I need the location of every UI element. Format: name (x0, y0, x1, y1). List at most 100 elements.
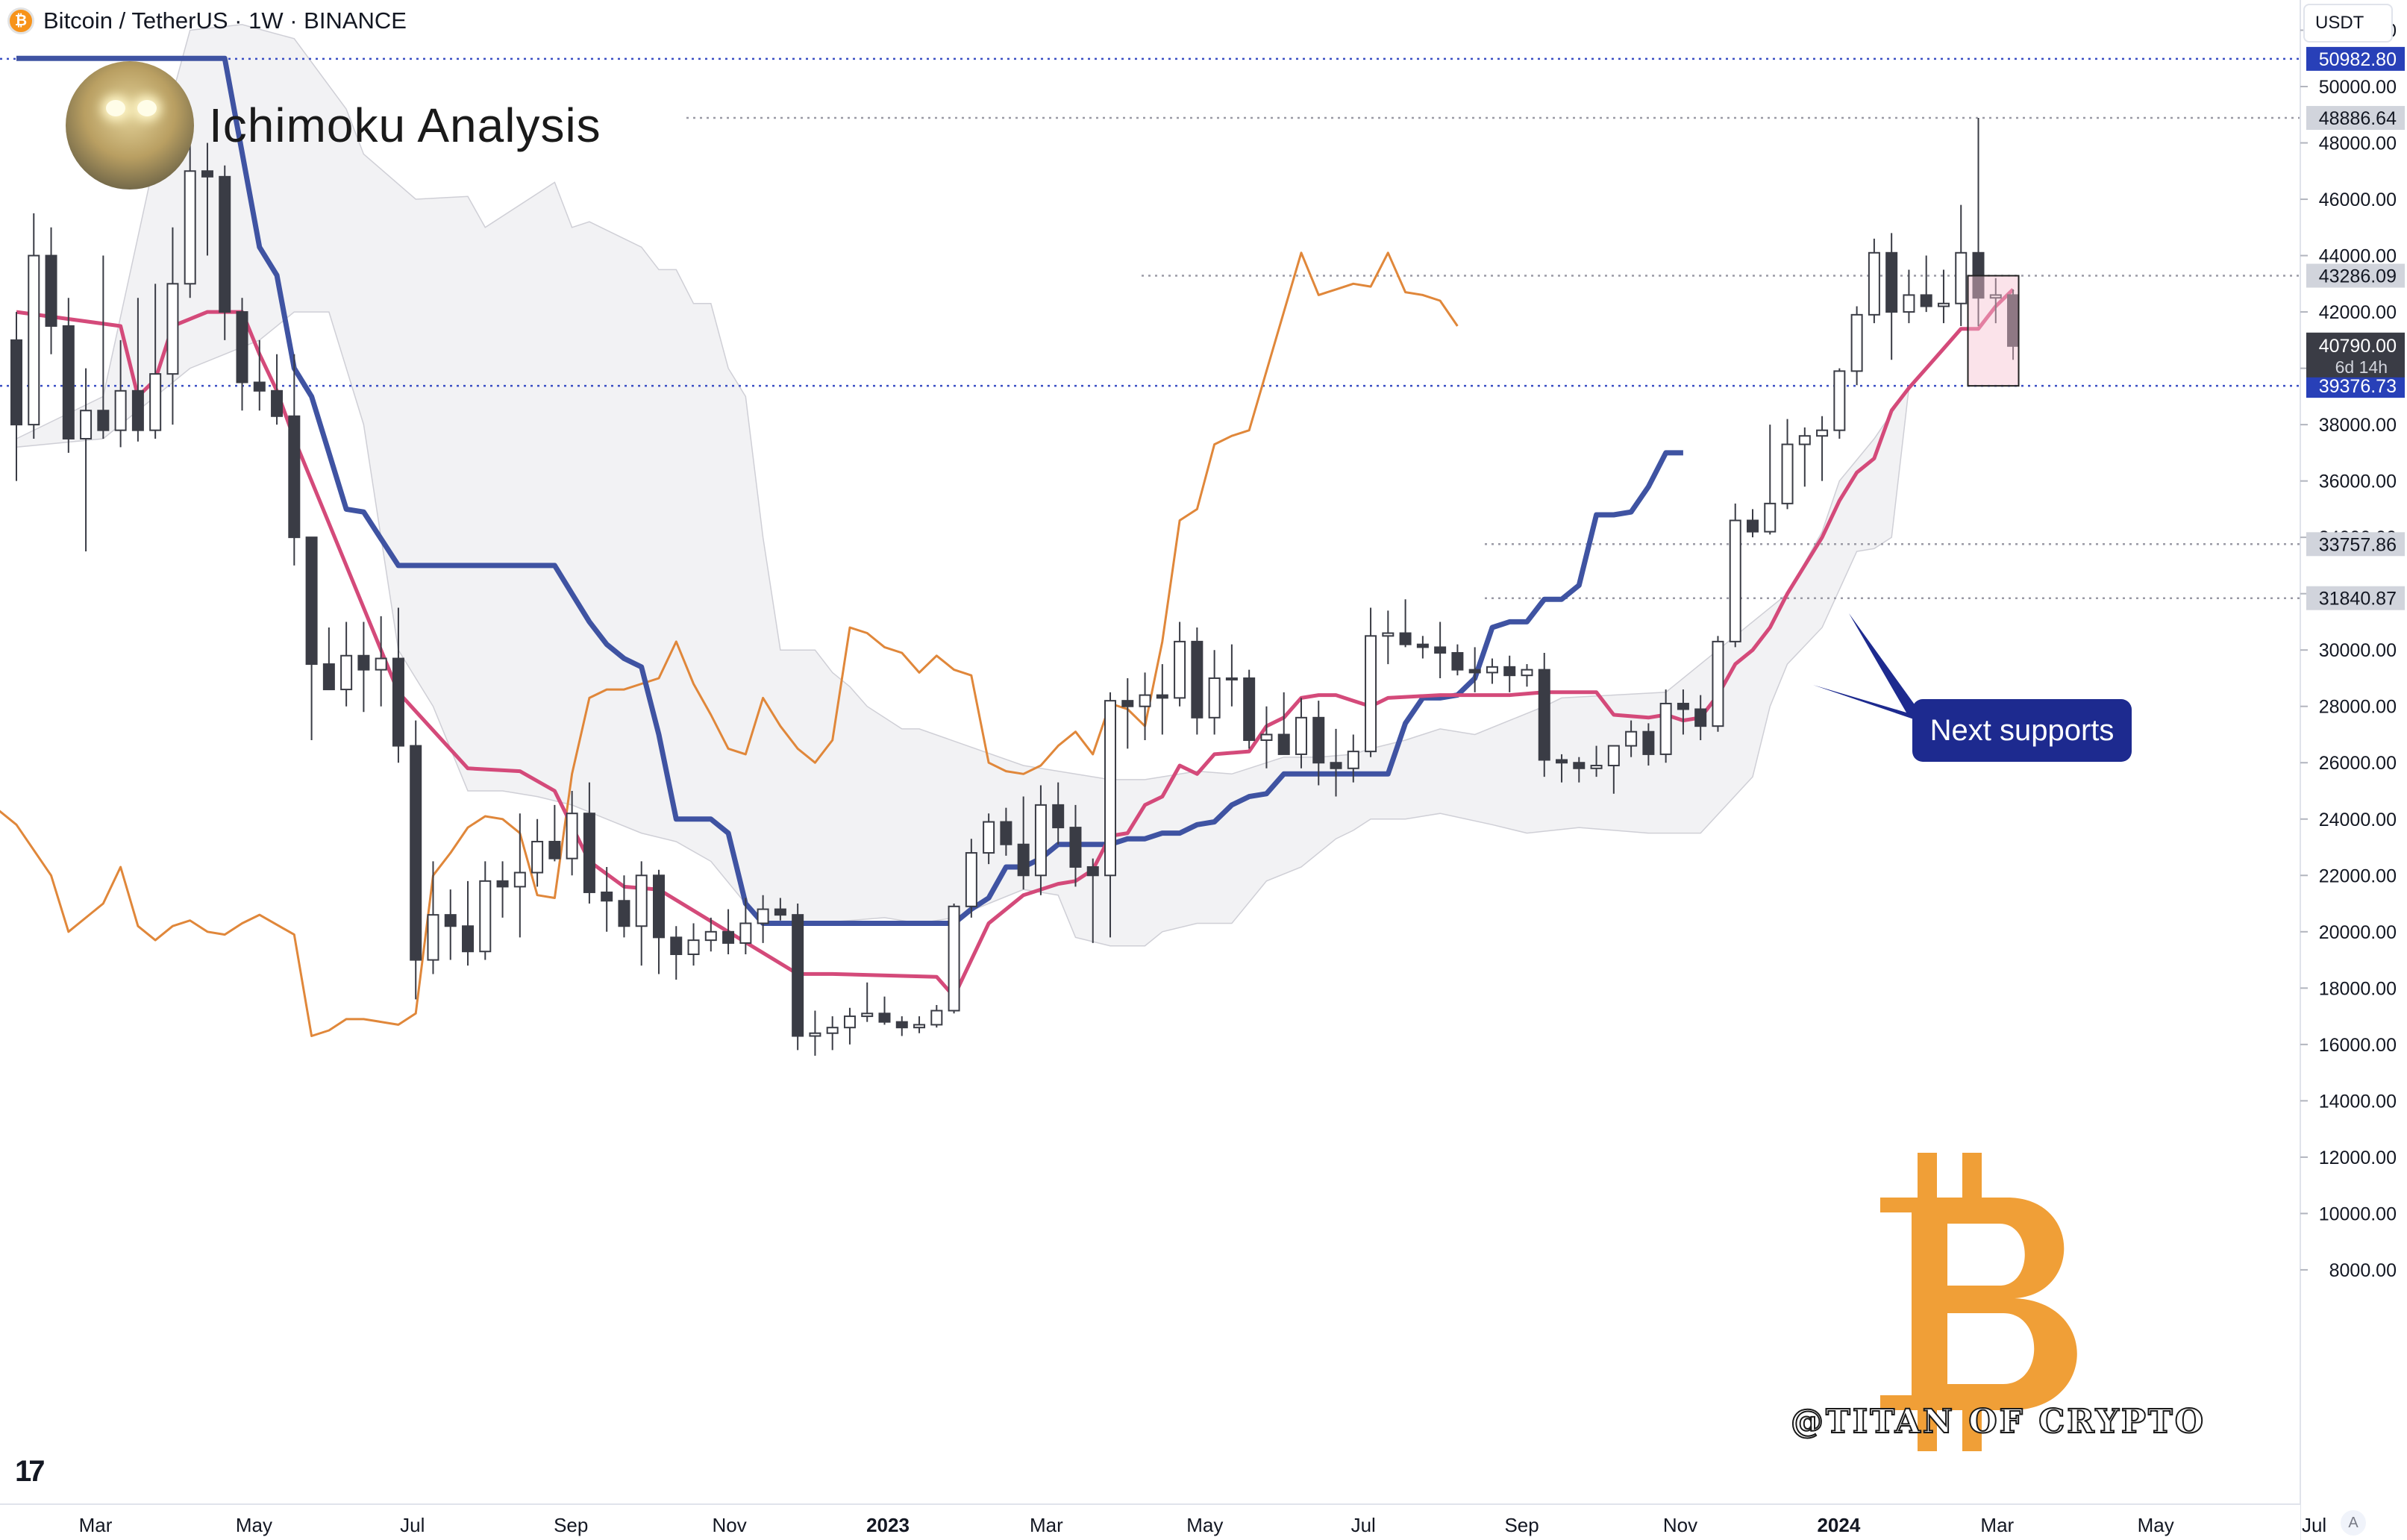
candle-body (861, 1012, 874, 1018)
candle-body (1347, 751, 1359, 769)
candle-body (131, 389, 144, 431)
symbol-header[interactable]: ₿ Bitcoin / TetherUS · 1W · BINANCE (7, 6, 407, 36)
candle (375, 616, 387, 707)
candle (219, 165, 231, 340)
bitcoin-bar-top-left (1918, 1153, 1937, 1205)
candle-body (1885, 251, 1898, 313)
candle (62, 298, 75, 453)
candle-body (1747, 519, 1759, 533)
x-tick-label: May (1186, 1514, 1223, 1536)
time-axis-layer: Mar May Jul Sep Nov 2023 Mar May Jul Sep Nov 2024 Ma… (0, 1503, 2326, 1540)
candle (1156, 664, 1168, 735)
y-tick-label: 38000.00 (2319, 415, 2397, 436)
y-tick-label: 26000.00 (2319, 753, 2397, 774)
candle-body (1277, 733, 1290, 755)
candle (722, 909, 735, 955)
candle-body (930, 1010, 943, 1026)
candle (10, 312, 22, 481)
candle-body (1729, 519, 1741, 642)
watermark-text: @TITAN OF CRYPTO (1790, 1402, 2206, 1442)
candle-body (513, 871, 526, 888)
candle-body (184, 170, 196, 285)
tenkan-layer (16, 288, 2015, 999)
candle (704, 917, 717, 952)
candle-body (288, 415, 301, 539)
candle (1017, 796, 1030, 890)
candle (739, 898, 752, 955)
candle (1191, 627, 1204, 735)
candle-body (601, 891, 613, 902)
candle-body (1330, 762, 1342, 769)
candle (1347, 734, 1359, 783)
candle (305, 536, 318, 741)
candle (583, 782, 595, 904)
candle-body (375, 657, 387, 671)
candle-body (1034, 804, 1047, 877)
kumo-cloud-layer (16, 24, 1910, 947)
tradingview-logo-icon[interactable]: 17 (15, 1455, 45, 1488)
bitcoin-b-glyph (1880, 1198, 2077, 1410)
y-tick-label: 14000.00 (2319, 1091, 2397, 1112)
candle-body (774, 908, 786, 916)
candle-body (410, 745, 422, 961)
candle (1468, 647, 1481, 692)
x-tick-label: 2023 (866, 1514, 910, 1536)
candle-body (652, 874, 665, 939)
candle (1069, 804, 1082, 887)
candle (410, 720, 422, 1000)
candle-body (1434, 646, 1447, 654)
y-tick-label: 44000.00 (2319, 246, 2397, 267)
candle-body (1174, 640, 1186, 699)
candle (201, 143, 213, 256)
candle-body (1104, 700, 1117, 877)
price-level-label: 39376.73 (2319, 376, 2397, 397)
candle-body (1920, 294, 1932, 307)
candle-body (1521, 669, 1533, 677)
candle-body (1677, 702, 1689, 710)
candle-body (1955, 251, 1968, 304)
candle-body (1000, 821, 1012, 845)
candle (166, 227, 179, 425)
candle (1712, 636, 1724, 732)
candle (357, 622, 370, 713)
candle (1850, 306, 1863, 386)
candle-body (1416, 643, 1429, 648)
candle (1573, 757, 1586, 783)
candle-body (97, 410, 110, 431)
candle (1260, 706, 1273, 769)
chikou-layer (0, 251, 1459, 1037)
candle-body (895, 1021, 908, 1029)
candle (652, 869, 665, 974)
candle (1382, 610, 1395, 665)
candle (1486, 658, 1498, 684)
candle (1000, 807, 1012, 856)
candle (895, 1016, 908, 1036)
candle-body (1052, 804, 1065, 829)
candle (792, 904, 804, 1051)
candle (444, 889, 457, 960)
auto-scale-button[interactable]: A (2341, 1510, 2366, 1536)
candle-body (10, 339, 22, 426)
candle-body (965, 852, 977, 907)
candle (1086, 858, 1099, 943)
candle-body (948, 905, 960, 1012)
candle (253, 339, 266, 411)
candle-body (548, 840, 561, 860)
y-tick-label: 48000.00 (2319, 134, 2397, 154)
y-tick-label: 20000.00 (2319, 922, 2397, 943)
candle (878, 996, 891, 1025)
candle (531, 818, 544, 887)
currency-selector[interactable]: USDT (2303, 4, 2393, 43)
candle (1903, 269, 1915, 324)
candle-body (271, 389, 284, 417)
candle-body (531, 840, 544, 874)
candle-body (45, 254, 57, 327)
candle (635, 861, 648, 966)
candle-body (462, 925, 475, 953)
candle (322, 627, 335, 691)
candle (1104, 692, 1117, 938)
candle (826, 1016, 839, 1051)
bitcoin-bar-top-right (1962, 1153, 1982, 1205)
